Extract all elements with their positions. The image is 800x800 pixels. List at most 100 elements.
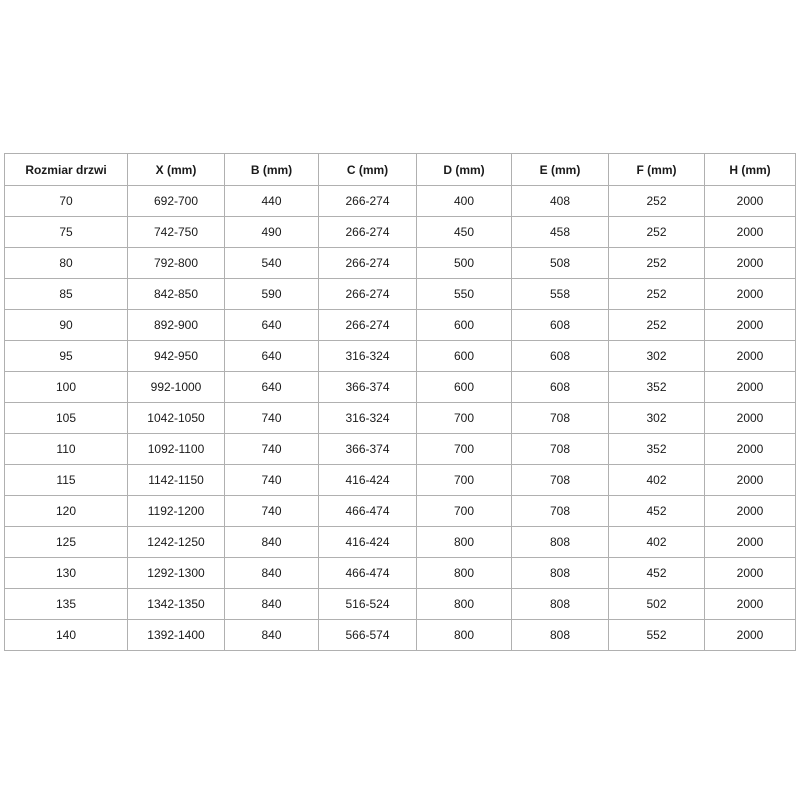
cell-value: 416-424 (318, 526, 417, 558)
cell-value: 558 (511, 278, 609, 310)
table-row: 115 1142-1150 740 416-424 700 708 402 2000 (4, 464, 796, 496)
cell-value: 502 (608, 588, 705, 620)
cell-value: 640 (224, 309, 319, 341)
column-header-4: D (mm) (416, 153, 512, 186)
cell-door-size: 75 (4, 216, 128, 248)
cell-door-size: 125 (4, 526, 128, 558)
door-size-specification-table: Rozmiar drzwi X (mm) B (mm) C (mm) D (mm) E (… (4, 153, 796, 651)
cell-value: 842-850 (127, 278, 225, 310)
cell-value: 892-900 (127, 309, 225, 341)
cell-value: 550 (416, 278, 512, 310)
table-row: 100 992-1000 640 366-374 600 608 352 2000 (4, 371, 796, 403)
cell-value: 2000 (704, 340, 796, 372)
column-header-6: F (mm) (608, 153, 705, 186)
cell-value: 252 (608, 309, 705, 341)
cell-door-size: 80 (4, 247, 128, 279)
cell-value: 740 (224, 495, 319, 527)
cell-value: 2000 (704, 371, 796, 403)
cell-value: 352 (608, 371, 705, 403)
cell-value: 266-274 (318, 185, 417, 217)
cell-value: 2000 (704, 464, 796, 496)
table-row: 135 1342-1350 840 516-524 800 808 502 2000 (4, 588, 796, 620)
cell-value: 840 (224, 619, 319, 651)
cell-value: 808 (511, 619, 609, 651)
cell-value: 792-800 (127, 247, 225, 279)
cell-value: 808 (511, 526, 609, 558)
table-row: 120 1192-1200 740 466-474 700 708 452 2000 (4, 495, 796, 527)
cell-value: 450 (416, 216, 512, 248)
cell-value: 800 (416, 588, 512, 620)
table-row: 70 692-700 440 266-274 400 408 252 2000 (4, 185, 796, 217)
cell-value: 1242-1250 (127, 526, 225, 558)
cell-value: 800 (416, 526, 512, 558)
cell-value: 408 (511, 185, 609, 217)
column-header-0: Rozmiar drzwi (4, 153, 128, 186)
cell-value: 2000 (704, 185, 796, 217)
cell-value: 740 (224, 402, 319, 434)
table-row: 80 792-800 540 266-274 500 508 252 2000 (4, 247, 796, 279)
cell-value: 700 (416, 402, 512, 434)
cell-value: 708 (511, 464, 609, 496)
cell-value: 416-424 (318, 464, 417, 496)
cell-value: 808 (511, 588, 609, 620)
table-body: 70 692-700 440 266-274 400 408 252 2000 75 742-75… (4, 185, 796, 651)
cell-value: 708 (511, 495, 609, 527)
cell-value: 2000 (704, 526, 796, 558)
cell-value: 1192-1200 (127, 495, 225, 527)
cell-value: 466-474 (318, 495, 417, 527)
cell-value: 608 (511, 340, 609, 372)
table-header-row: Rozmiar drzwi X (mm) B (mm) C (mm) D (mm) E (… (4, 153, 796, 186)
cell-door-size: 100 (4, 371, 128, 403)
cell-value: 608 (511, 309, 609, 341)
column-header-7: H (mm) (704, 153, 796, 186)
cell-value: 992-1000 (127, 371, 225, 403)
cell-value: 800 (416, 619, 512, 651)
cell-door-size: 115 (4, 464, 128, 496)
cell-value: 640 (224, 340, 319, 372)
table-header: Rozmiar drzwi X (mm) B (mm) C (mm) D (mm) E (… (4, 153, 796, 186)
cell-door-size: 85 (4, 278, 128, 310)
cell-value: 840 (224, 526, 319, 558)
cell-value: 700 (416, 495, 512, 527)
cell-value: 1142-1150 (127, 464, 225, 496)
table-row: 125 1242-1250 840 416-424 800 808 402 2000 (4, 526, 796, 558)
cell-value: 2000 (704, 278, 796, 310)
cell-value: 252 (608, 185, 705, 217)
cell-value: 440 (224, 185, 319, 217)
table-row: 95 942-950 640 316-324 600 608 302 2000 (4, 340, 796, 372)
table-row: 75 742-750 490 266-274 450 458 252 2000 (4, 216, 796, 248)
cell-door-size: 140 (4, 619, 128, 651)
cell-value: 566-574 (318, 619, 417, 651)
cell-value: 402 (608, 464, 705, 496)
cell-value: 590 (224, 278, 319, 310)
cell-value: 2000 (704, 495, 796, 527)
cell-value: 742-750 (127, 216, 225, 248)
cell-door-size: 95 (4, 340, 128, 372)
cell-door-size: 90 (4, 309, 128, 341)
cell-value: 808 (511, 557, 609, 589)
cell-value: 692-700 (127, 185, 225, 217)
cell-value: 1042-1050 (127, 402, 225, 434)
cell-value: 366-374 (318, 433, 417, 465)
cell-value: 252 (608, 216, 705, 248)
column-header-2: B (mm) (224, 153, 319, 186)
cell-door-size: 110 (4, 433, 128, 465)
cell-value: 402 (608, 526, 705, 558)
cell-value: 1092-1100 (127, 433, 225, 465)
table-row: 140 1392-1400 840 566-574 800 808 552 2000 (4, 619, 796, 651)
cell-value: 2000 (704, 216, 796, 248)
cell-value: 1292-1300 (127, 557, 225, 589)
cell-value: 1392-1400 (127, 619, 225, 651)
cell-value: 302 (608, 402, 705, 434)
cell-value: 1342-1350 (127, 588, 225, 620)
table-row: 110 1092-1100 740 366-374 700 708 352 2000 (4, 433, 796, 465)
cell-value: 600 (416, 309, 512, 341)
cell-value: 266-274 (318, 309, 417, 341)
cell-value: 608 (511, 371, 609, 403)
column-header-3: C (mm) (318, 153, 417, 186)
specification-table-container: Rozmiar drzwi X (mm) B (mm) C (mm) D (mm) E (… (4, 153, 796, 651)
cell-value: 942-950 (127, 340, 225, 372)
cell-value: 466-474 (318, 557, 417, 589)
cell-value: 252 (608, 278, 705, 310)
